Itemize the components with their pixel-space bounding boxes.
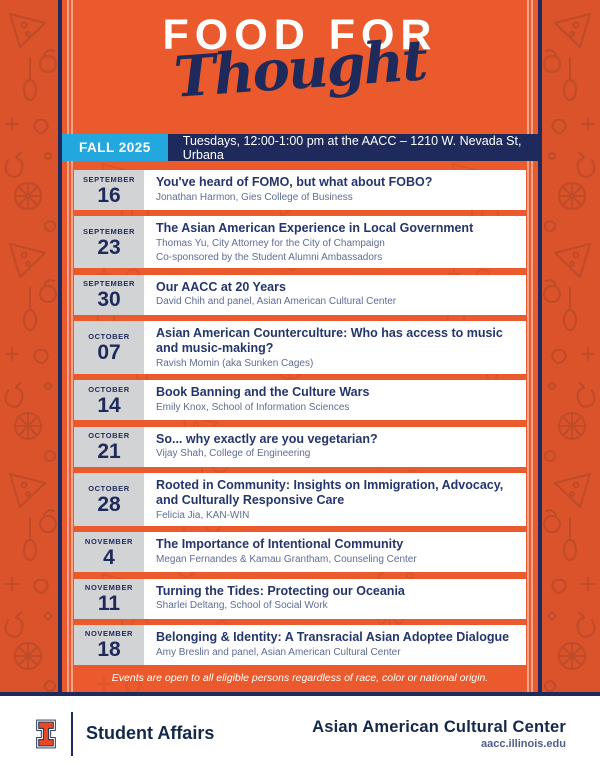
pinstripe: [71, 0, 73, 692]
poster-left-border: [0, 0, 58, 692]
event-title: Book Banning and the Culture Wars: [156, 385, 370, 400]
event-speaker: Vijay Shah, College of Engineering: [156, 448, 311, 460]
event-speaker: David Chih and panel, Asian American Cul…: [156, 296, 397, 308]
event-month-label: OCTOBER: [88, 384, 130, 394]
event-speaker: Thomas Yu, City Attorney for the City of…: [156, 238, 385, 250]
event-date: NOVEMBER 18: [74, 624, 144, 665]
event-day-number: 28: [97, 492, 121, 516]
footer-bar: Student Affairs Asian American Cultural …: [0, 696, 600, 771]
event-month-label: SEPTEMBER: [82, 174, 136, 184]
event-speaker: Sharlei Deltang, School of Social Work: [156, 600, 328, 612]
event-row: OCTOBER 14 Book Banning and the Culture Wa…: [74, 380, 526, 421]
event-day-number: 07: [97, 340, 121, 364]
event-row: NOVEMBER 4 The Importance of Intentional C…: [74, 532, 526, 573]
bottom-rule: [0, 692, 600, 696]
event-row: NOVEMBER 11 Turning the Tides: Protecting …: [74, 578, 526, 619]
event-day-number: 23: [97, 235, 121, 259]
poster-right-border: [542, 0, 600, 692]
event-row: OCTOBER 28 Rooted in Community: Insights o…: [74, 473, 526, 526]
event-details: Belonging & Identity: A Transracial Asia…: [144, 625, 521, 665]
event-day-number: 14: [97, 393, 121, 417]
event-title: Belonging & Identity: A Transracial Asia…: [156, 629, 510, 644]
event-date: OCTOBER 07: [74, 321, 144, 374]
event-title: Turning the Tides: Protecting our Oceani…: [156, 583, 405, 598]
event-date: NOVEMBER 4: [74, 532, 144, 573]
aacc-label: Asian American Cultural Center: [312, 717, 566, 736]
schedule-line: Tuesdays, 12:00-1:00 pm at the AACC – 12…: [182, 133, 522, 162]
footer-left: Student Affairs: [34, 711, 215, 756]
poster-header: FOOD FOR Thought: [62, 0, 538, 134]
event-date: OCTOBER 21: [74, 426, 144, 467]
event-details: You've heard of FOMO, but what about FOB…: [144, 170, 444, 210]
aacc-website: aacc.illinois.edu: [481, 737, 566, 750]
event-title: The Asian American Experience in Local G…: [156, 221, 474, 236]
event-title: Rooted in Community: Insights on Immigra…: [156, 478, 504, 507]
event-speaker: Felicia Jia, KAN-WIN: [156, 509, 250, 521]
event-month-label: NOVEMBER: [84, 583, 134, 592]
event-row: OCTOBER 21 So... why exactly are you veget…: [74, 426, 526, 467]
footer-right: Asian American Cultural Center aacc.illi…: [312, 718, 566, 750]
event-day-number: 16: [97, 183, 121, 207]
event-speaker: Ravish Momin (aka Sunken Cages): [156, 357, 314, 369]
event-date: OCTOBER 14: [74, 380, 144, 421]
event-details: Asian American Counterculture: Who has a…: [144, 321, 526, 374]
event-date: SEPTEMBER 30: [74, 274, 144, 315]
event-month-label: OCTOBER: [88, 483, 130, 493]
event-month-label: OCTOBER: [88, 331, 130, 341]
event-details: Rooted in Community: Insights on Immigra…: [144, 473, 526, 526]
event-details: The Importance of Intentional Community M…: [144, 532, 429, 572]
event-details: The Asian American Experience in Local G…: [144, 216, 485, 268]
event-speaker: Megan Fernandes & Kamau Grantham, Counse…: [156, 553, 417, 565]
pinstripe: [531, 0, 533, 692]
event-month-label: NOVEMBER: [84, 536, 134, 546]
event-date: OCTOBER 28: [74, 473, 144, 526]
poster-panel: FOOD FOR Thought FALL 2025 Tuesdays, 12:…: [58, 0, 542, 692]
event-day-number: 11: [97, 592, 121, 615]
illinois-block-i-logo-icon: [36, 719, 56, 748]
event-row: SEPTEMBER 23 The Asian American Experience…: [74, 216, 526, 269]
student-affairs-label: Student Affairs: [86, 723, 215, 743]
event-speaker: Co-sponsored by the Student Alumni Ambas…: [156, 252, 383, 264]
event-month-label: OCTOBER: [88, 431, 130, 441]
poster-title-line1: FOOD FOR: [162, 11, 438, 59]
event-date: SEPTEMBER 16: [74, 170, 144, 210]
pinstripe: [527, 0, 529, 692]
event-details: Turning the Tides: Protecting our Oceani…: [144, 579, 417, 619]
event-details: Our AACC at 20 Years David Chih and panel…: [144, 275, 408, 315]
event-row: NOVEMBER 18 Belonging & Identity: A Transr…: [74, 624, 526, 665]
event-day-number: 4: [103, 545, 115, 569]
event-title: You've heard of FOMO, but what about FOB…: [156, 175, 433, 189]
event-row: SEPTEMBER 30 Our AACC at 20 Years David Chi…: [74, 274, 526, 315]
food-doodles-icon: [543, 13, 596, 692]
events-list: SEPTEMBER 16 You've heard of FOMO, but wha…: [62, 161, 538, 669]
event-title: Asian American Counterculture: Who has a…: [156, 326, 503, 355]
event-date: NOVEMBER 11: [74, 578, 144, 619]
food-doodles-icon: [4, 13, 58, 692]
event-month-label: SEPTEMBER: [82, 279, 136, 289]
event-speaker: Emily Knox, School of Information Scienc…: [156, 401, 350, 413]
event-speaker: Amy Breslin and panel, Asian American Cu…: [156, 646, 401, 658]
footer-divider: [71, 711, 73, 756]
season-bar: FALL 2025 Tuesdays, 12:00-1:00 pm at the…: [62, 133, 538, 162]
event-month-label: NOVEMBER: [84, 629, 134, 639]
event-title: Our AACC at 20 Years: [156, 279, 286, 294]
event-month-label: SEPTEMBER: [82, 226, 136, 236]
event-row: OCTOBER 07 Asian American Counterculture: …: [74, 321, 526, 374]
event-details: Book Banning and the Culture Wars Emily K…: [144, 380, 381, 420]
event-speaker: Jonathan Harmon, Gies College of Busines…: [156, 191, 353, 203]
event-title: The Importance of Intentional Community: [156, 537, 404, 552]
pinstripe: [67, 0, 69, 692]
event-details: So... why exactly are you vegetarian? Vij…: [144, 427, 390, 467]
event-day-number: 18: [97, 638, 121, 662]
event-date: SEPTEMBER 23: [74, 216, 144, 269]
event-day-number: 21: [97, 440, 121, 464]
eligibility-note: Events are open to all eligible persons …: [111, 672, 489, 684]
event-title: So... why exactly are you vegetarian?: [156, 431, 378, 446]
event-row: SEPTEMBER 16 You've heard of FOMO, but wha…: [74, 170, 526, 210]
event-day-number: 30: [97, 288, 121, 312]
season-badge: FALL 2025: [62, 134, 168, 161]
